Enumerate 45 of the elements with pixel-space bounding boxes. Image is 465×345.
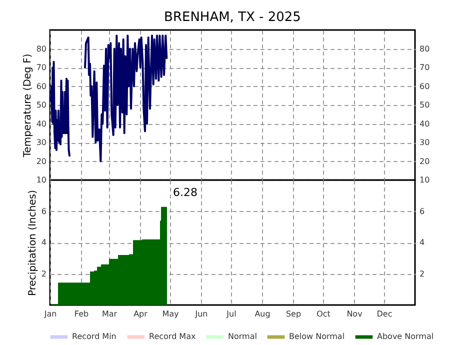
x-tick-label: May <box>162 310 180 318</box>
legend-label: Record Max <box>149 332 196 341</box>
y2-tick-label: 20 <box>420 156 430 166</box>
x-tick-label: Nov <box>346 310 363 318</box>
x-tick-label: Jul <box>226 310 236 318</box>
line-series <box>50 60 70 157</box>
y2-tick-label: 6 <box>420 206 425 216</box>
x-tick-label: Mar <box>102 310 118 318</box>
legend-label: Record Min <box>72 332 116 341</box>
y-tick-label: 50 <box>36 100 46 110</box>
y2-tick-label: 2 <box>420 269 425 278</box>
y2-tick-label: 4 <box>420 238 425 247</box>
y2-tick-label: 40 <box>420 119 430 128</box>
y2-tick-label: 30 <box>420 138 430 147</box>
x-tick-label: Oct <box>316 310 330 318</box>
y-tick-label: 70 <box>36 63 46 72</box>
y2-tick-label: 10 <box>420 176 430 184</box>
y-tick-label: 6 <box>41 206 46 216</box>
y-axis-title: Precipitation (Inches) <box>27 190 38 296</box>
line-series <box>84 34 168 162</box>
legend-label: Below Normal <box>289 332 345 341</box>
x-tick-label: Jan <box>43 310 57 318</box>
y-tick-label: 4 <box>41 238 46 247</box>
x-tick-label: Aug <box>254 310 270 318</box>
y-tick-label: 2 <box>41 269 46 278</box>
chart-title: BRENHAM, TX - 2025 <box>164 10 301 25</box>
y-tick-label: 20 <box>36 156 46 166</box>
y2-tick-label: 80 <box>420 44 430 54</box>
y2-tick-label: 50 <box>420 100 430 110</box>
y-tick-label: 40 <box>36 119 46 128</box>
y-axis-title: Temperature (Deg F) <box>22 54 34 158</box>
y2-tick-label: 60 <box>420 82 430 91</box>
x-tick-label: Apr <box>134 310 148 318</box>
y-tick-label: 80 <box>36 44 46 54</box>
y-tick-label: 30 <box>36 138 46 147</box>
y-tick-label: 60 <box>36 82 46 91</box>
annotation: 6.28 <box>173 186 198 199</box>
y2-tick-label: 70 <box>420 63 430 72</box>
x-tick-label: Jun <box>194 310 208 318</box>
legend-label: Normal <box>228 332 257 341</box>
legend-label: Above Normal <box>377 332 434 341</box>
y-tick-label: 10 <box>36 176 46 184</box>
x-tick-label: Feb <box>74 310 89 318</box>
x-tick-label: Sep <box>286 310 302 318</box>
x-tick-label: Dec <box>376 310 392 318</box>
